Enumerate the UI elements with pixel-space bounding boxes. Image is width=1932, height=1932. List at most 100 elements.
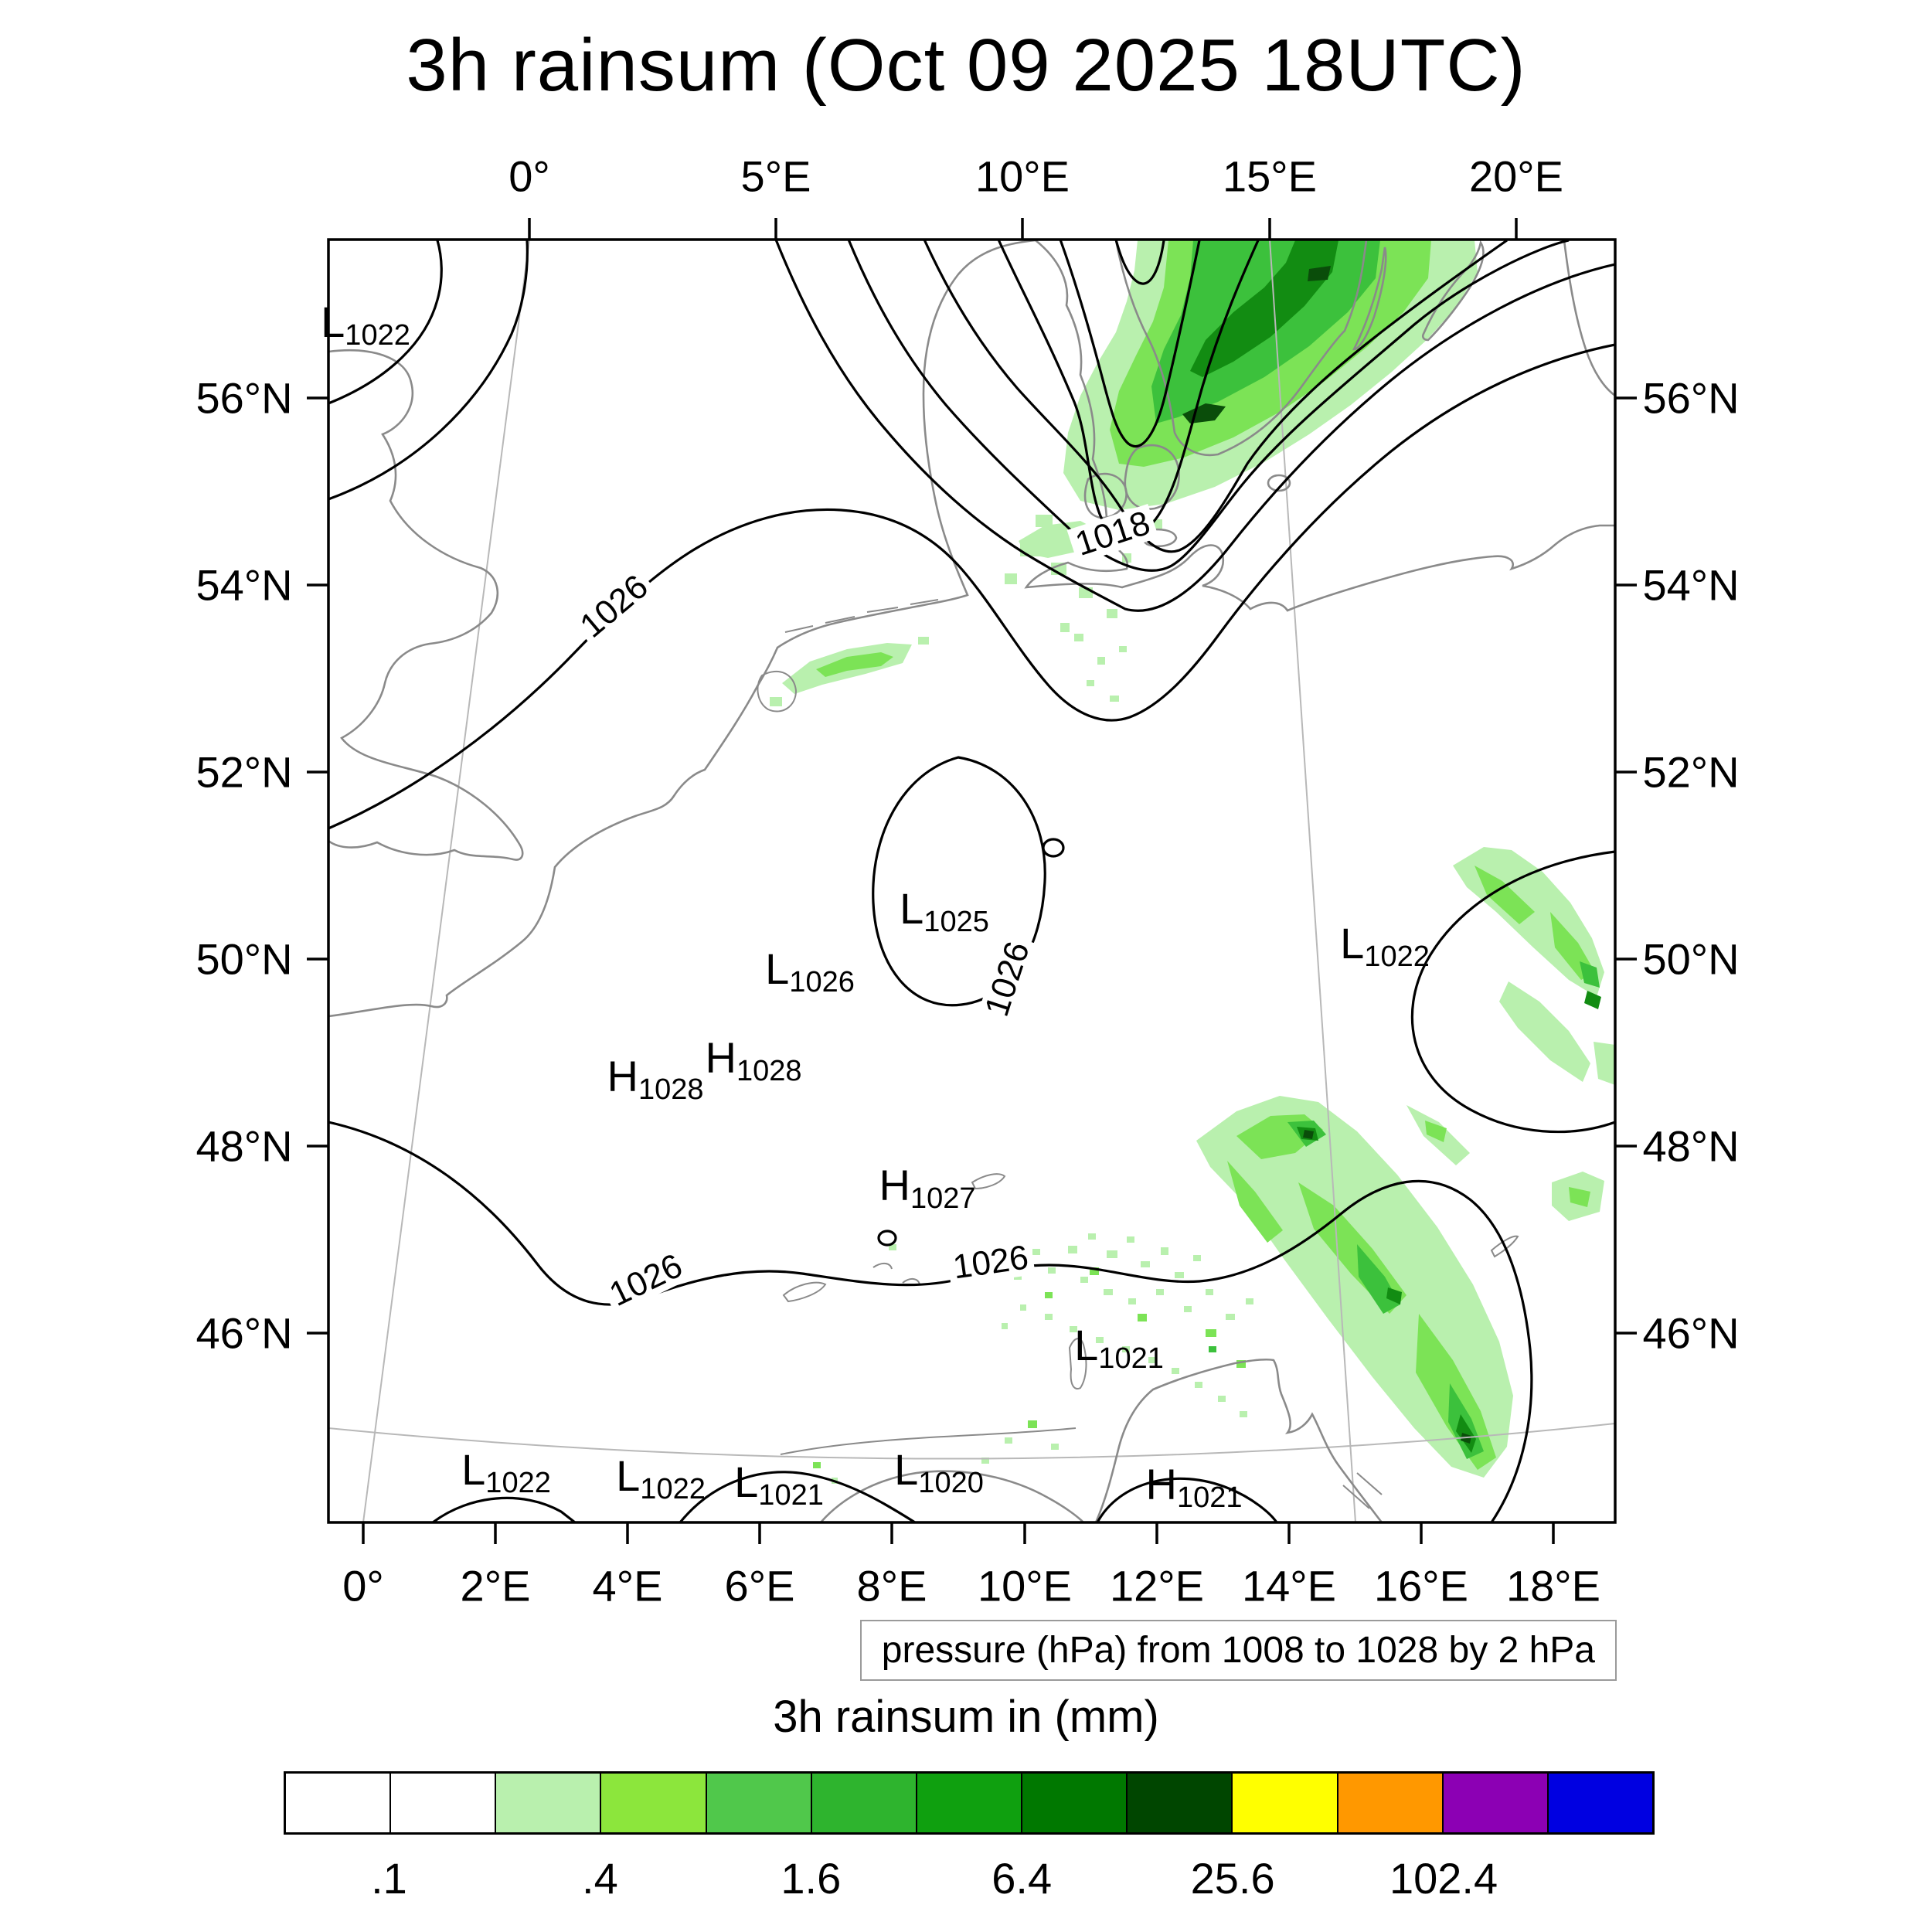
rain-pixel: [1068, 1246, 1077, 1253]
alpine-lakes: [872, 1263, 920, 1285]
isobar-1024-nw: [328, 240, 529, 501]
colorbar-cell: [601, 1774, 707, 1832]
axis-label-right: 54°N: [1642, 560, 1740, 610]
rain-pixel: [1110, 696, 1119, 702]
po-river: [780, 1427, 1077, 1455]
pressure-extremum-h-1027: H1027: [879, 1161, 976, 1215]
rain-pixel: [1119, 646, 1127, 652]
isobar-1014-trough: [1114, 240, 1165, 285]
rain-pixel: [1161, 1247, 1168, 1255]
rain-pixel: [1005, 573, 1017, 584]
colorbar-cell: [811, 1774, 917, 1832]
pressure-extremum-h-1021: H1021: [1145, 1460, 1243, 1514]
colorbar-cell: [917, 1774, 1023, 1832]
colorbar-cell: [1548, 1774, 1653, 1832]
rain-pixel: [1005, 1437, 1012, 1444]
rain-pixel: [1020, 541, 1040, 556]
isobar-small-closed-b: [877, 1230, 897, 1247]
rain-pixel: [1206, 1289, 1213, 1295]
gridline-layer: [328, 240, 1615, 1522]
rain-pixel: [1032, 1249, 1040, 1255]
lake-constance: [971, 1173, 1006, 1190]
rain-pixel: [1246, 1298, 1253, 1304]
colorbar-tick-label: .1: [371, 1854, 407, 1903]
rain-pixel: [889, 1244, 896, 1250]
coast-sweden: [1114, 240, 1368, 457]
pressure-extremum-l-1025: L1025: [900, 884, 989, 938]
rain-pixel: [1141, 1261, 1150, 1267]
coast-liguria: [820, 1470, 1084, 1522]
colorbar-cell: [496, 1774, 602, 1832]
rain-pixel: [1090, 1267, 1099, 1275]
croatian-islands: [1342, 1472, 1383, 1509]
rain-pixel: [1240, 1411, 1247, 1417]
axis-label-left: 46°N: [196, 1308, 293, 1358]
pressure-extremum-h-1028: H1028: [705, 1033, 802, 1087]
map-frame: [307, 218, 1637, 1544]
rain-pixel: [918, 637, 929, 645]
rain-pixel: [1138, 1314, 1147, 1321]
lake-balaton: [1490, 1235, 1519, 1258]
rain-pixel: [1051, 1444, 1059, 1450]
colorbar-cell: [1233, 1774, 1338, 1832]
colorbar-cell: [1338, 1774, 1444, 1832]
pressure-extremum-l-1022: L1022: [616, 1451, 706, 1505]
island-bornholm: [1267, 474, 1291, 492]
rain-pixel: [770, 697, 782, 706]
colorbar-tick-label: 6.4: [992, 1854, 1053, 1903]
isobar-1022-north: [847, 240, 1570, 572]
rain-pixel: [1060, 623, 1070, 632]
pressure-extremum-l-1022: L1022: [461, 1445, 551, 1499]
axis-label-top: 15°E: [1222, 151, 1318, 201]
coast-england: [328, 349, 524, 861]
rain-pixel: [1048, 1267, 1056, 1274]
pressure-extremum-l-1021: L1021: [1074, 1321, 1164, 1375]
rain-pixel: [1236, 1360, 1246, 1368]
axis-label-bottom: 4°E: [592, 1561, 663, 1611]
rain-pixel: [1045, 1292, 1053, 1298]
isobar-1020-north: [923, 240, 1508, 553]
rain-pixel: [1096, 1337, 1104, 1343]
axis-label-bottom: 18°E: [1505, 1561, 1601, 1611]
isobar-1026-closed-low: [872, 756, 1046, 1007]
colorbar-cell: [286, 1774, 392, 1832]
coast-france-netherlands-jutland: [328, 240, 1036, 1018]
axis-label-bottom: 12°E: [1109, 1561, 1205, 1611]
rain-pixel: [1122, 1346, 1130, 1352]
colorbar: [284, 1771, 1655, 1835]
rain-pixel: [1097, 657, 1105, 665]
rain-pixel: [1226, 1314, 1235, 1320]
island-zealand: [1124, 444, 1180, 510]
axis-label-top: 20°E: [1468, 151, 1564, 201]
colorbar-cell: [1022, 1774, 1128, 1832]
rain-pixel: [1107, 609, 1117, 618]
colorbar-tick-label: 102.4: [1389, 1854, 1498, 1903]
axis-label-bottom: 8°E: [856, 1561, 927, 1611]
axis-label-bottom: 2°E: [460, 1561, 531, 1611]
isobar-1022-nw: [328, 240, 443, 405]
coastline-layer: [328, 240, 1615, 1522]
rain-pixel: [1156, 1289, 1164, 1295]
frisian-islands: [784, 599, 939, 633]
rain-pixel: [1036, 515, 1053, 527]
axis-label-top: 10°E: [975, 151, 1070, 201]
pressure-extremum-h-1028: H1028: [607, 1052, 704, 1106]
axis-label-right: 50°N: [1642, 934, 1740, 984]
island-oland: [1352, 247, 1387, 351]
coast-denmark-baltic: [1024, 240, 1615, 612]
lake-garda: [1068, 1338, 1087, 1389]
rain-pixel: [1074, 634, 1083, 641]
pressure-extremum-l-1022: L1022: [321, 298, 410, 352]
page-title: 3h rainsum (Oct 09 2025 18UTC): [406, 24, 1526, 107]
rain-pixel: [1195, 1382, 1202, 1388]
rain-pixel: [1127, 1236, 1134, 1243]
pressure-extremum-l-1020: L1020: [894, 1445, 984, 1499]
isobar-1024-east-low: [1410, 850, 1615, 1134]
isobar-1024-north: [774, 240, 1615, 612]
lake-ijsselmeer: [757, 670, 798, 713]
axis-label-top: 5°E: [740, 151, 811, 201]
coast-latvia: [1563, 240, 1615, 397]
axis-label-left: 52°N: [196, 747, 293, 797]
axis-label-right: 48°N: [1642, 1121, 1740, 1171]
